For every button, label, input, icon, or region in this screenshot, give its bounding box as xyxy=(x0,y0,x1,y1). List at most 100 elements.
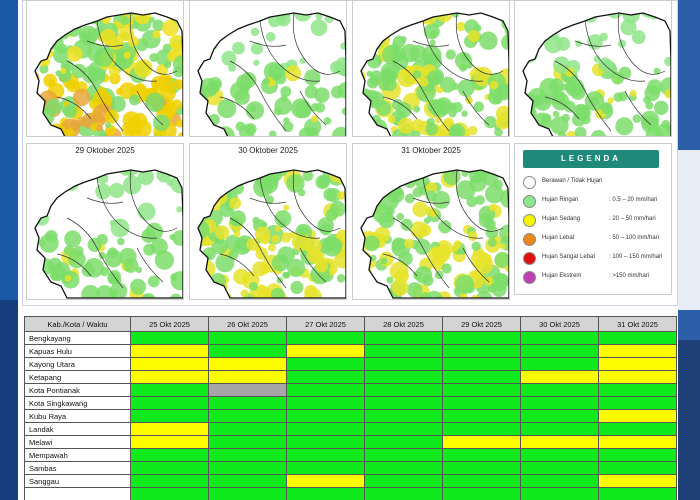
forecast-cell xyxy=(520,422,599,436)
table-row: Mempawah xyxy=(24,448,677,462)
legend-item: Hujan Sedang : 20 – 50 mm/hari xyxy=(523,213,669,229)
rainfall-map xyxy=(34,169,183,299)
forecast-cell xyxy=(442,448,521,462)
forecast-cell xyxy=(520,487,599,500)
forecast-cell xyxy=(130,435,209,449)
forecast-cell xyxy=(208,370,287,384)
table-body: Bengkayang Kapuas Hulu Kayong Utara Ketapan… xyxy=(24,331,677,500)
forecast-cell xyxy=(286,331,365,345)
right-dark-band xyxy=(678,340,700,500)
map-day-7: 31 Oktober 2025 xyxy=(352,143,510,300)
rainfall-map xyxy=(522,12,671,136)
forecast-cell xyxy=(130,357,209,371)
legend-swatch xyxy=(523,233,536,246)
forecast-cell xyxy=(364,331,443,345)
forecast-cell xyxy=(442,409,521,423)
forecast-cell xyxy=(130,370,209,384)
date-header: 30 Okt 2025 xyxy=(520,316,599,332)
table-row: Kota Pontianak xyxy=(24,383,677,397)
forecast-cell xyxy=(286,344,365,358)
table-row: Sambas xyxy=(24,461,677,475)
forecast-cell xyxy=(598,474,677,488)
forecast-cell xyxy=(442,474,521,488)
forecast-cell xyxy=(598,422,677,436)
forecast-cell xyxy=(598,448,677,462)
map-day-3 xyxy=(352,0,510,137)
forecast-cell xyxy=(598,383,677,397)
forecast-cell xyxy=(130,409,209,423)
forecast-cell xyxy=(364,448,443,462)
forecast-cell xyxy=(286,396,365,410)
forecast-cell xyxy=(208,422,287,436)
map-title: 29 Oktober 2025 xyxy=(75,146,135,155)
forecast-cell xyxy=(130,422,209,436)
forecast-cell xyxy=(208,396,287,410)
left-dark-band xyxy=(0,300,18,500)
map-title: 30 Oktober 2025 xyxy=(238,146,298,155)
forecast-cell xyxy=(442,435,521,449)
forecast-cell xyxy=(442,370,521,384)
legend-swatch xyxy=(523,271,536,284)
forecast-cell xyxy=(364,383,443,397)
table-row: Kubu Raya xyxy=(24,409,677,423)
forecast-cell xyxy=(520,435,599,449)
forecast-cell xyxy=(442,344,521,358)
right-light-band xyxy=(678,150,700,310)
forecast-cell xyxy=(286,448,365,462)
regency-name: Bengkayang xyxy=(24,331,131,345)
legend-heading: LEGENDA xyxy=(523,150,659,168)
forecast-cell xyxy=(364,357,443,371)
forecast-cell xyxy=(598,409,677,423)
legend-item: Hujan Sangat Lebat : 100 – 150 mm/hari xyxy=(523,251,669,267)
forecast-cell xyxy=(364,422,443,436)
forecast-cell xyxy=(130,396,209,410)
forecast-cell xyxy=(286,422,365,436)
forecast-cell xyxy=(286,474,365,488)
forecast-cell xyxy=(442,461,521,475)
regency-name: Ketapang xyxy=(24,370,131,384)
map-day-6: 30 Oktober 2025 xyxy=(189,143,347,300)
legend-swatch xyxy=(523,195,536,208)
forecast-cell xyxy=(130,461,209,475)
table-row: Ketapang xyxy=(24,370,677,384)
corner-header: Kab./Kota / Waktu xyxy=(24,316,131,332)
table-header-row: Kab./Kota / Waktu 25 Okt 2025 26 Okt 202… xyxy=(24,316,677,332)
legend-range: : 100 – 150 mm/hari xyxy=(609,254,663,260)
regency-name: Landak xyxy=(24,422,131,436)
forecast-cell xyxy=(520,370,599,384)
regency-name: Kubu Raya xyxy=(24,409,131,423)
rainfall-map xyxy=(197,169,346,299)
table-row xyxy=(24,487,677,500)
forecast-cell xyxy=(364,474,443,488)
forecast-cell xyxy=(520,448,599,462)
forecast-cell xyxy=(442,487,521,500)
forecast-cell xyxy=(130,383,209,397)
map-title: 31 Oktober 2025 xyxy=(401,146,461,155)
forecast-cell xyxy=(208,331,287,345)
legend-range: : 50 – 100 mm/hari xyxy=(609,235,660,241)
legend-panel: LEGENDA Berawan / Tidak Hujan Hujan Ring… xyxy=(514,143,672,295)
forecast-cell xyxy=(364,344,443,358)
forecast-cell xyxy=(208,344,287,358)
map-day-2 xyxy=(189,0,347,137)
forecast-cell xyxy=(286,370,365,384)
forecast-cell xyxy=(598,487,677,500)
regency-name: Kayong Utara xyxy=(24,357,131,371)
forecast-cell xyxy=(520,409,599,423)
forecast-cell xyxy=(520,357,599,371)
legend-label: Hujan Ekstrem xyxy=(542,273,582,279)
forecast-cell xyxy=(286,435,365,449)
forecast-cell xyxy=(442,357,521,371)
forecast-cell xyxy=(442,396,521,410)
regency-name: Kota Pontianak xyxy=(24,383,131,397)
table-row: Melawi xyxy=(24,435,677,449)
table-row: Kayong Utara xyxy=(24,357,677,371)
forecast-table: Kab./Kota / Waktu 25 Okt 2025 26 Okt 202… xyxy=(24,316,677,500)
map-day-5: 29 Oktober 2025 xyxy=(26,143,184,300)
forecast-cell xyxy=(598,461,677,475)
forecast-cell xyxy=(442,331,521,345)
forecast-cell xyxy=(130,331,209,345)
legend-label: Berawan / Tidak Hujan xyxy=(542,178,603,184)
legend-item: Hujan Ringan : 0.5 – 20 mm/hari xyxy=(523,194,669,210)
date-header: 25 Okt 2025 xyxy=(130,316,209,332)
